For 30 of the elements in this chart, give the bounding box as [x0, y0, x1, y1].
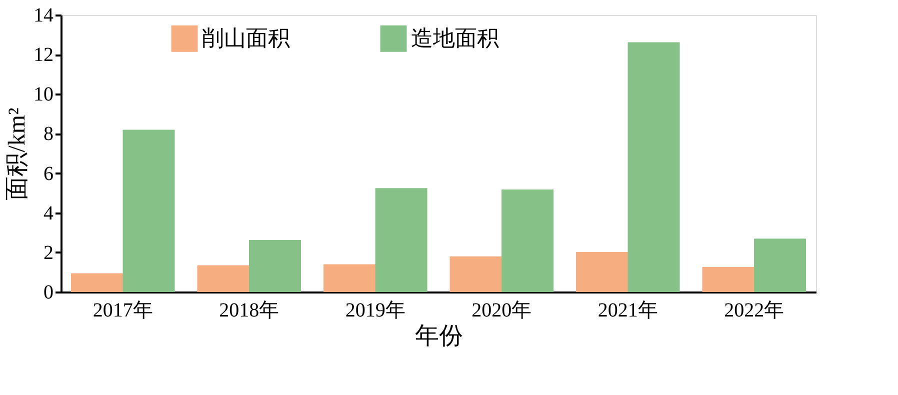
- y-tick-label: 8: [44, 123, 54, 146]
- y-tick-label: 2: [44, 242, 54, 264]
- bar: [375, 188, 428, 292]
- bar: [122, 130, 175, 292]
- bar: [754, 238, 806, 292]
- y-tick-label: 12: [34, 44, 54, 66]
- bar: [502, 190, 554, 292]
- x-tick-label: 2022年: [724, 300, 784, 322]
- bar: [702, 266, 754, 292]
- x-tick-label: 2020年: [472, 300, 532, 322]
- bar: [249, 240, 301, 292]
- x-tick-label: 2017年: [92, 300, 153, 322]
- y-tick-label: 6: [44, 162, 54, 185]
- x-tick-label: 2021年: [598, 300, 658, 322]
- bar: [450, 256, 502, 292]
- y-tick-label: 14: [34, 4, 54, 26]
- y-axis-title: 面积/km²: [4, 108, 30, 200]
- legend-label: 削山面积: [202, 26, 290, 51]
- bar: [323, 264, 376, 292]
- bar: [70, 273, 123, 292]
- x-tick-label: 2019年: [345, 300, 406, 322]
- x-tick-label: 2018年: [219, 300, 280, 322]
- y-tick-label: 4: [44, 202, 54, 224]
- x-axis-title: 年份: [415, 324, 463, 350]
- bar: [197, 265, 250, 292]
- bar: [576, 252, 628, 292]
- legend-label: 造地面积: [411, 26, 499, 51]
- y-tick-label: 10: [34, 84, 54, 106]
- bar: [628, 42, 680, 292]
- y-tick-label: 0: [44, 282, 54, 304]
